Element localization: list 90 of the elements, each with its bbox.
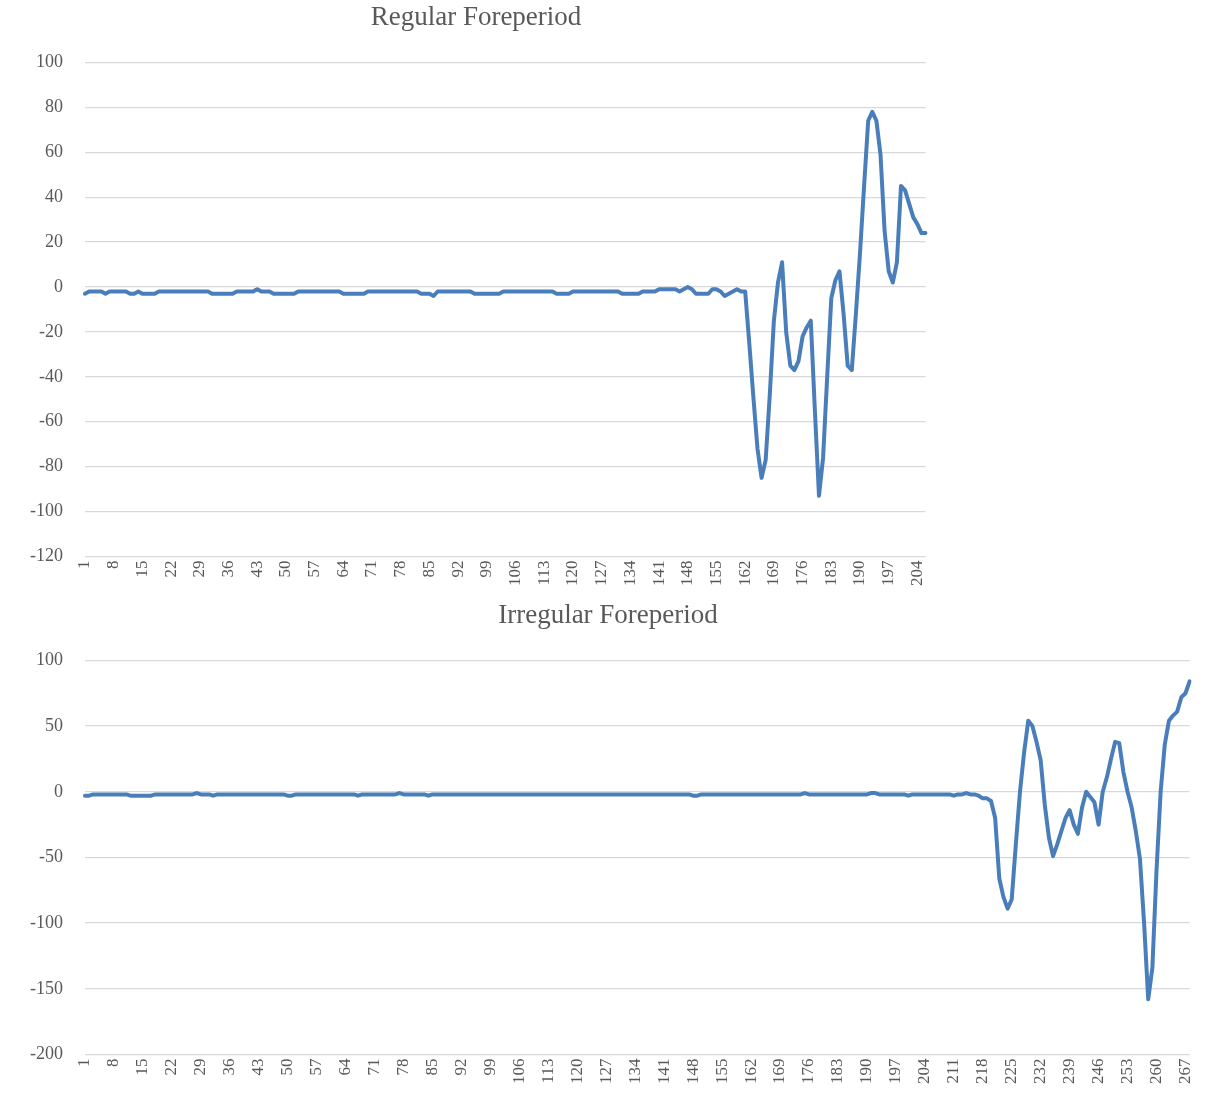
- x-tick-label: 169: [763, 560, 783, 586]
- x-tick-label: 85: [418, 560, 438, 578]
- x-tick-label: 190: [849, 560, 869, 586]
- y-tick-label: 80: [44, 96, 63, 117]
- x-tick-label: 36: [219, 1058, 239, 1076]
- x-tick-label: 99: [479, 1058, 499, 1076]
- y-tick-label: -100: [29, 911, 63, 932]
- x-tick-label: 176: [798, 1058, 818, 1084]
- x-tick-label: 183: [820, 560, 840, 586]
- x-tick-label: 225: [1001, 1058, 1021, 1084]
- x-tick-label: 78: [393, 1058, 413, 1076]
- y-tick-label: -150: [29, 977, 63, 998]
- x-tick-label: 246: [1088, 1058, 1108, 1084]
- x-tick-label: 99: [476, 560, 496, 578]
- x-tick-label: 50: [275, 560, 295, 578]
- x-tick-label: 162: [740, 1058, 760, 1084]
- x-tick-label: 78: [390, 560, 410, 578]
- x-tick-label: 106: [508, 1058, 528, 1084]
- y-tick-label: 40: [44, 185, 63, 206]
- y-tick-label: 20: [44, 230, 63, 251]
- x-tick-label: 148: [682, 1058, 702, 1084]
- x-tick-label: 64: [335, 1058, 355, 1076]
- x-tick-label: 1: [74, 560, 94, 569]
- y-tick-label: -60: [38, 410, 63, 431]
- x-tick-label: 218: [972, 1058, 992, 1084]
- x-tick-label: 15: [132, 1058, 152, 1076]
- x-tick-label: 120: [566, 1058, 586, 1084]
- y-tick-label: -120: [29, 545, 63, 566]
- x-tick-label: 134: [619, 560, 639, 586]
- x-tick-label: 43: [248, 1058, 268, 1076]
- y-tick-label: 60: [44, 140, 63, 161]
- y-tick-label: -20: [38, 320, 63, 341]
- y-tick-label: 0: [53, 780, 63, 801]
- x-tick-label: 43: [246, 560, 266, 578]
- x-tick-label: 71: [361, 560, 381, 578]
- x-tick-label: 29: [190, 1058, 210, 1076]
- x-tick-label: 155: [711, 1058, 731, 1084]
- x-tick-label: 183: [827, 1058, 847, 1084]
- chart-title: Irregular Foreperiod: [498, 599, 719, 630]
- x-tick-label: 197: [885, 1058, 905, 1084]
- x-tick-label: 106: [505, 560, 525, 586]
- x-tick-label: 190: [856, 1058, 876, 1084]
- y-tick-label: 100: [35, 649, 63, 670]
- x-tick-label: 15: [131, 560, 151, 578]
- x-tick-label: 127: [591, 560, 611, 586]
- x-tick-label: 141: [648, 560, 668, 586]
- y-tick-label: 50: [44, 714, 63, 735]
- x-tick-label: 204: [906, 560, 926, 586]
- x-tick-label: 64: [332, 560, 352, 578]
- x-tick-label: 22: [161, 1058, 181, 1076]
- x-tick-label: 29: [189, 560, 209, 578]
- x-tick-label: 8: [103, 1058, 123, 1067]
- y-tick-label: -200: [29, 1043, 63, 1064]
- x-tick-label: 141: [653, 1058, 673, 1084]
- x-tick-label: 22: [160, 560, 180, 578]
- x-tick-label: 8: [103, 560, 123, 569]
- x-tick-label: 36: [217, 560, 237, 578]
- x-tick-label: 260: [1145, 1058, 1165, 1084]
- x-tick-label: 57: [304, 560, 324, 578]
- x-tick-label: 85: [421, 1058, 441, 1076]
- y-tick-label: 0: [53, 275, 63, 296]
- x-tick-label: 239: [1059, 1058, 1079, 1084]
- x-tick-label: 120: [562, 560, 582, 586]
- x-tick-label: 176: [792, 560, 812, 586]
- x-tick-label: 57: [306, 1058, 326, 1076]
- x-tick-label: 113: [533, 560, 553, 586]
- x-tick-label: 113: [537, 1058, 557, 1084]
- y-tick-label: -100: [29, 500, 63, 521]
- x-tick-label: 197: [878, 560, 898, 586]
- x-tick-label: 253: [1117, 1058, 1137, 1084]
- x-tick-label: 92: [450, 1058, 470, 1076]
- x-tick-label: 204: [914, 1058, 934, 1084]
- y-tick-label: -80: [38, 455, 63, 476]
- x-tick-label: 71: [364, 1058, 384, 1076]
- x-tick-label: 127: [595, 1058, 615, 1084]
- x-tick-label: 267: [1174, 1058, 1194, 1084]
- x-tick-label: 92: [447, 560, 467, 578]
- x-tick-label: 162: [734, 560, 754, 586]
- x-tick-label: 148: [677, 560, 697, 586]
- chart-title: Regular Foreperiod: [370, 1, 582, 32]
- x-tick-label: 169: [769, 1058, 789, 1084]
- x-tick-label: 232: [1030, 1058, 1050, 1084]
- y-tick-label: -40: [38, 365, 63, 386]
- x-tick-label: 134: [624, 1058, 644, 1084]
- x-tick-label: 50: [277, 1058, 297, 1076]
- y-tick-label: -50: [38, 846, 63, 867]
- x-tick-label: 1: [74, 1058, 94, 1067]
- y-tick-label: 100: [35, 51, 63, 72]
- x-tick-label: 155: [705, 560, 725, 586]
- x-tick-label: 211: [943, 1058, 963, 1084]
